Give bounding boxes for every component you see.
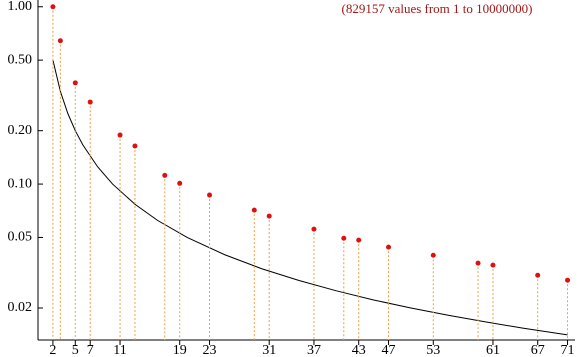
x-tick-label: 23 — [203, 343, 217, 357]
annotation: (829157 values from 1 to 10000000) — [341, 1, 532, 16]
point — [162, 172, 168, 178]
y-tick-label: 0.05 — [8, 230, 33, 245]
point — [251, 207, 257, 213]
x-tick-label: 7 — [87, 343, 94, 357]
point — [132, 143, 138, 149]
point — [266, 213, 272, 219]
point — [430, 252, 436, 258]
point — [72, 80, 78, 86]
y-tick-label: 0.20 — [8, 123, 33, 138]
point — [386, 244, 392, 250]
x-tick-label: 47 — [382, 343, 396, 357]
y-tick-label: 1.00 — [8, 0, 33, 14]
x-tick-label: 11 — [113, 343, 126, 357]
point — [57, 38, 63, 44]
point — [177, 180, 183, 186]
point — [475, 260, 481, 266]
point — [490, 262, 496, 268]
y-tick-label: 0.10 — [8, 176, 33, 191]
x-tick-label: 37 — [307, 343, 321, 357]
x-tick-label: 67 — [531, 343, 545, 357]
x-tick-label: 19 — [173, 343, 187, 357]
point — [565, 277, 571, 283]
point — [117, 132, 123, 138]
x-tick-label: 2 — [49, 343, 56, 357]
point — [207, 192, 213, 198]
y-tick-label: 0.50 — [8, 52, 33, 67]
curve — [52, 60, 568, 336]
x-tick-label: 53 — [426, 343, 440, 357]
point — [356, 237, 362, 243]
point — [341, 235, 347, 241]
point — [311, 226, 317, 232]
x-tick-label: 61 — [486, 343, 500, 357]
point — [87, 99, 93, 105]
x-tick-label: 5 — [72, 343, 79, 357]
x-tick-label: 43 — [352, 343, 366, 357]
point — [50, 4, 56, 10]
y-tick-label: 0.02 — [8, 300, 33, 315]
x-tick-label: 71 — [561, 343, 575, 357]
x-tick-label: 31 — [262, 343, 276, 357]
point — [535, 272, 541, 278]
